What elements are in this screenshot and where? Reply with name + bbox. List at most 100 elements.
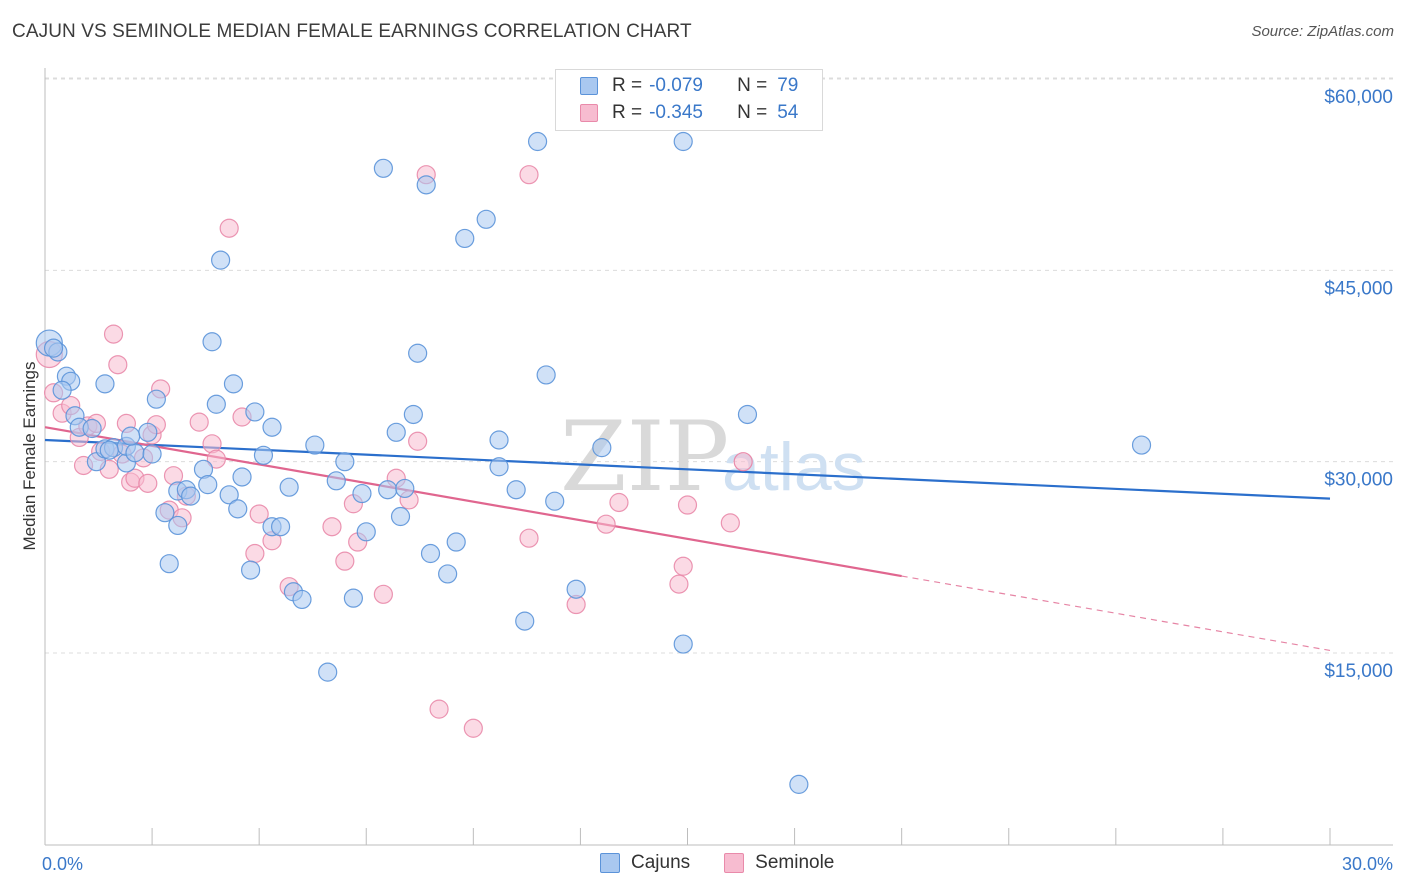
y-tick-label-60000: $60,000	[1324, 87, 1393, 108]
cajun-point	[95, 374, 115, 394]
cajun-point	[673, 131, 693, 152]
cajun-point	[352, 483, 372, 504]
cajun-point	[476, 209, 496, 229]
cajun-point	[378, 480, 398, 500]
cajun-point	[206, 394, 226, 414]
cajun-point	[181, 486, 201, 506]
cajun-point	[545, 491, 565, 511]
y-axis-title: Median Female Earnings	[20, 362, 39, 551]
chart-title: CAJUN VS SEMINOLE MEDIAN FEMALE EARNINGS…	[12, 21, 692, 42]
cajun-point	[125, 443, 145, 463]
seminole-legend-label: Seminole	[755, 852, 835, 873]
cajun-point	[335, 452, 355, 472]
cajun-point	[395, 478, 415, 499]
seminole-point	[335, 551, 355, 571]
cajun-point	[373, 158, 393, 178]
seminole-n-label: N =	[737, 102, 768, 123]
cajun-point	[305, 435, 325, 455]
cajun-point	[223, 374, 244, 394]
cajun-point	[292, 589, 312, 610]
seminole-point	[677, 495, 698, 515]
cajuns-swatch-icon	[600, 853, 620, 873]
cajun-point	[390, 506, 411, 527]
cajun-n-label: N =	[737, 75, 768, 96]
seminole-point	[596, 514, 616, 534]
legend-row-seminole: R = -0.345 N = 54	[580, 101, 798, 125]
cajun-point	[489, 430, 509, 450]
seminole-point	[720, 513, 740, 533]
seminole-point	[669, 574, 689, 594]
seminole-point	[519, 165, 539, 185]
seminole-point	[733, 452, 753, 472]
cajun-point	[408, 343, 428, 363]
seminole-point	[108, 355, 128, 375]
cajun-r-label: R =	[612, 75, 643, 96]
seminole-trend-extension	[901, 575, 1331, 652]
seminole-point	[408, 431, 428, 451]
cajun-point	[420, 543, 441, 564]
cajun-point	[142, 444, 162, 464]
cajun-n-value: 79	[777, 75, 799, 96]
legend-item-seminole[interactable]: Seminole	[724, 852, 834, 874]
seminole-point	[138, 473, 158, 493]
cajun-point	[737, 404, 758, 425]
cajun-point	[262, 417, 282, 437]
seminole-point	[103, 324, 124, 344]
cajun-point	[159, 554, 179, 574]
cajun-point	[506, 480, 526, 500]
cajun-point	[566, 579, 586, 599]
cajun-point	[356, 522, 376, 542]
seminole-point	[189, 412, 209, 432]
chart-source: Source: ZipAtlas.com	[1251, 23, 1394, 40]
cajun-point	[527, 131, 548, 152]
cajun-point	[536, 365, 556, 385]
seminole-point	[429, 699, 449, 719]
cajun-point	[82, 418, 102, 439]
seminole-point	[609, 492, 629, 513]
cajun-point	[253, 445, 274, 465]
cajun-point	[198, 475, 218, 495]
seminole-point	[249, 504, 269, 524]
cajun-point	[219, 485, 239, 505]
cajun-point	[416, 175, 436, 195]
legend-item-cajuns[interactable]: Cajuns	[600, 852, 690, 874]
series-legend: Cajuns Seminole	[600, 852, 868, 874]
seminole-point	[673, 556, 693, 576]
cajun-point	[789, 774, 809, 794]
cajun-point	[270, 517, 291, 537]
cajun-point	[489, 457, 509, 477]
correlation-legend: R = -0.079 N = 79 R = -0.345 N = 54	[555, 69, 823, 131]
cajun-point	[138, 422, 158, 442]
label-layer: $15,000 $30,000 $45,000 $60,000 0.0% 30.0%	[42, 87, 1393, 874]
seminole-legend-swatch-icon	[724, 853, 745, 873]
cajun-point	[343, 588, 363, 608]
cajun-point	[43, 338, 64, 358]
cajun-r-value: -0.079	[649, 75, 703, 96]
legend-row-cajun: R = -0.079 N = 79	[580, 74, 798, 98]
cajun-point	[318, 662, 338, 682]
cajuns-legend-label: Cajuns	[631, 852, 691, 873]
seminole-trend-line	[44, 426, 902, 578]
seminole-point	[463, 718, 483, 738]
cajun-point	[202, 332, 222, 352]
x-tick-label-1: 30.0%	[1342, 854, 1393, 874]
seminole-point	[206, 449, 226, 469]
seminole-r-label: R =	[612, 102, 643, 123]
cajun-point	[403, 404, 423, 425]
seminole-point	[322, 517, 342, 537]
cajun-point	[168, 515, 188, 536]
cajun-point	[155, 503, 175, 523]
cajun-point	[1131, 435, 1152, 455]
seminole-swatch-icon	[580, 104, 598, 122]
point-layer	[35, 131, 1152, 794]
cajun-point	[241, 560, 261, 580]
seminole-r-value: -0.345	[649, 102, 703, 123]
y-tick-label-30000: $30,000	[1324, 470, 1393, 491]
cajun-point	[455, 228, 475, 249]
watermark-zip: ZIP	[560, 401, 729, 513]
cajun-point	[446, 532, 466, 552]
cajun-point	[592, 438, 612, 458]
seminole-point	[219, 218, 239, 238]
cajun-point	[52, 380, 72, 400]
